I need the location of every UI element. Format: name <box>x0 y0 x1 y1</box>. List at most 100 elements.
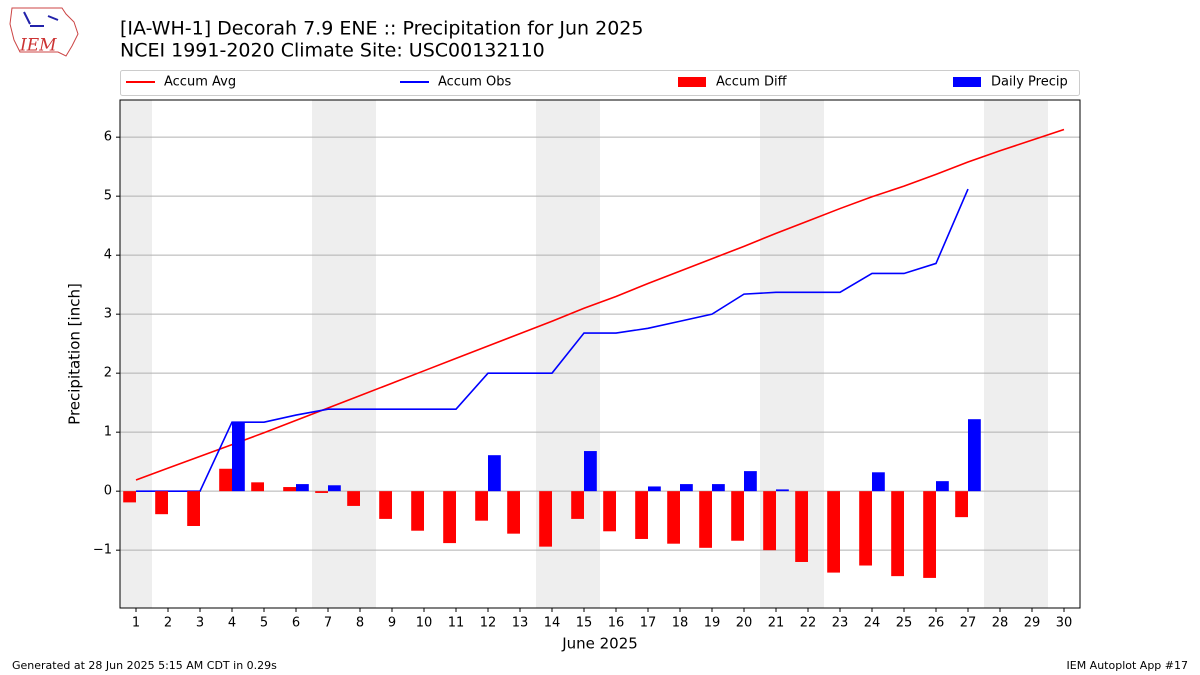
legend-swatch <box>678 77 706 87</box>
bar <box>667 491 680 544</box>
bar <box>603 491 616 532</box>
x-tick-label: 26 <box>928 616 945 631</box>
weekend-shade <box>120 100 152 608</box>
x-tick-label: 22 <box>800 616 817 631</box>
bar <box>584 451 597 492</box>
x-tick-label: 10 <box>416 616 433 631</box>
y-tick-label: 1 <box>104 425 112 440</box>
x-tick-label: 29 <box>1024 616 1041 631</box>
bar <box>680 484 693 492</box>
bar <box>315 491 328 493</box>
bar <box>872 472 885 492</box>
bar <box>475 491 488 521</box>
bar <box>571 491 584 519</box>
x-axis-label: June 2025 <box>561 635 638 653</box>
x-tick-label: 4 <box>228 616 236 631</box>
y-tick-label: 4 <box>104 248 112 263</box>
line-series <box>135 128 1065 481</box>
bar <box>859 491 872 566</box>
legend-swatch <box>953 77 981 87</box>
x-tick-label: 12 <box>480 616 497 631</box>
bar <box>955 491 968 518</box>
bar <box>379 491 392 519</box>
y-tick-label: 6 <box>104 130 112 145</box>
x-tick-label: 9 <box>388 616 396 631</box>
bar <box>795 491 808 562</box>
bar <box>488 455 501 492</box>
y-axis-label: Precipitation [inch] <box>66 283 84 425</box>
bar <box>699 491 712 548</box>
bar <box>443 491 456 544</box>
x-tick-label: 5 <box>260 616 268 631</box>
bar <box>155 491 168 515</box>
x-tick-label: 2 <box>164 616 172 631</box>
bar <box>763 491 776 551</box>
bar <box>283 487 296 492</box>
bar <box>731 491 744 541</box>
bar <box>187 491 200 526</box>
x-tick-label: 11 <box>448 616 465 631</box>
bar <box>936 481 949 492</box>
x-tick-label: 20 <box>736 616 753 631</box>
y-tick-label: 0 <box>104 484 112 499</box>
legend-label: Accum Obs <box>438 75 511 90</box>
legend-label: Accum Avg <box>164 75 236 90</box>
footer-right: IEM Autoplot App #17 <box>1067 659 1189 672</box>
x-tick-label: 14 <box>544 616 561 631</box>
x-tick-label: 27 <box>960 616 977 631</box>
bar <box>411 491 424 531</box>
y-tick-label: 2 <box>104 366 112 381</box>
logo-text: IEM <box>19 36 57 56</box>
bar <box>539 491 552 547</box>
x-tick-label: 19 <box>704 616 721 631</box>
x-tick-label: 6 <box>292 616 300 631</box>
x-tick-label: 30 <box>1056 616 1073 631</box>
x-tick-label: 18 <box>672 616 689 631</box>
legend-box <box>120 70 1080 96</box>
bar <box>776 489 789 492</box>
x-tick-label: 15 <box>576 616 593 631</box>
x-tick-label: 28 <box>992 616 1009 631</box>
bar <box>123 491 136 503</box>
x-tick-label: 16 <box>608 616 625 631</box>
x-tick-label: 7 <box>324 616 332 631</box>
x-tick-label: 25 <box>896 616 913 631</box>
bar <box>232 422 245 492</box>
y-tick-label: 3 <box>104 307 112 322</box>
plot-frame <box>119 99 1081 609</box>
x-tick-label: 13 <box>512 616 529 631</box>
line-series <box>136 188 969 492</box>
y-tick-label: −1 <box>93 543 112 558</box>
bar <box>635 491 648 539</box>
footer-left: Generated at 28 Jun 2025 5:15 AM CDT in … <box>12 659 277 672</box>
x-tick-label: 3 <box>196 616 204 631</box>
legend-label: Daily Precip <box>991 75 1068 90</box>
bar <box>219 468 232 492</box>
bar <box>296 484 309 492</box>
bar <box>744 471 757 492</box>
x-tick-label: 23 <box>832 616 849 631</box>
x-tick-label: 24 <box>864 616 881 631</box>
x-tick-label: 8 <box>356 616 364 631</box>
bar <box>507 491 520 534</box>
logo: IEM <box>9 7 79 57</box>
x-tick-label: 17 <box>640 616 657 631</box>
weekend-shade <box>312 100 376 608</box>
bar <box>968 419 981 492</box>
legend-label: Accum Diff <box>716 75 788 90</box>
bar <box>648 486 661 492</box>
y-tick-label: 5 <box>104 189 112 204</box>
chart-title: [IA-WH-1] Decorah 7.9 ENE :: Precipitati… <box>120 18 643 40</box>
bar <box>347 491 360 506</box>
x-tick-label: 1 <box>132 616 140 631</box>
x-tick-label: 21 <box>768 616 785 631</box>
bar <box>827 491 840 573</box>
weekend-shade <box>984 100 1048 608</box>
bar <box>891 491 904 577</box>
bar <box>712 484 725 492</box>
bar <box>923 491 936 578</box>
bar <box>328 485 341 492</box>
chart-subtitle: NCEI 1991-2020 Climate Site: USC00132110 <box>120 40 545 62</box>
bar <box>251 482 264 492</box>
